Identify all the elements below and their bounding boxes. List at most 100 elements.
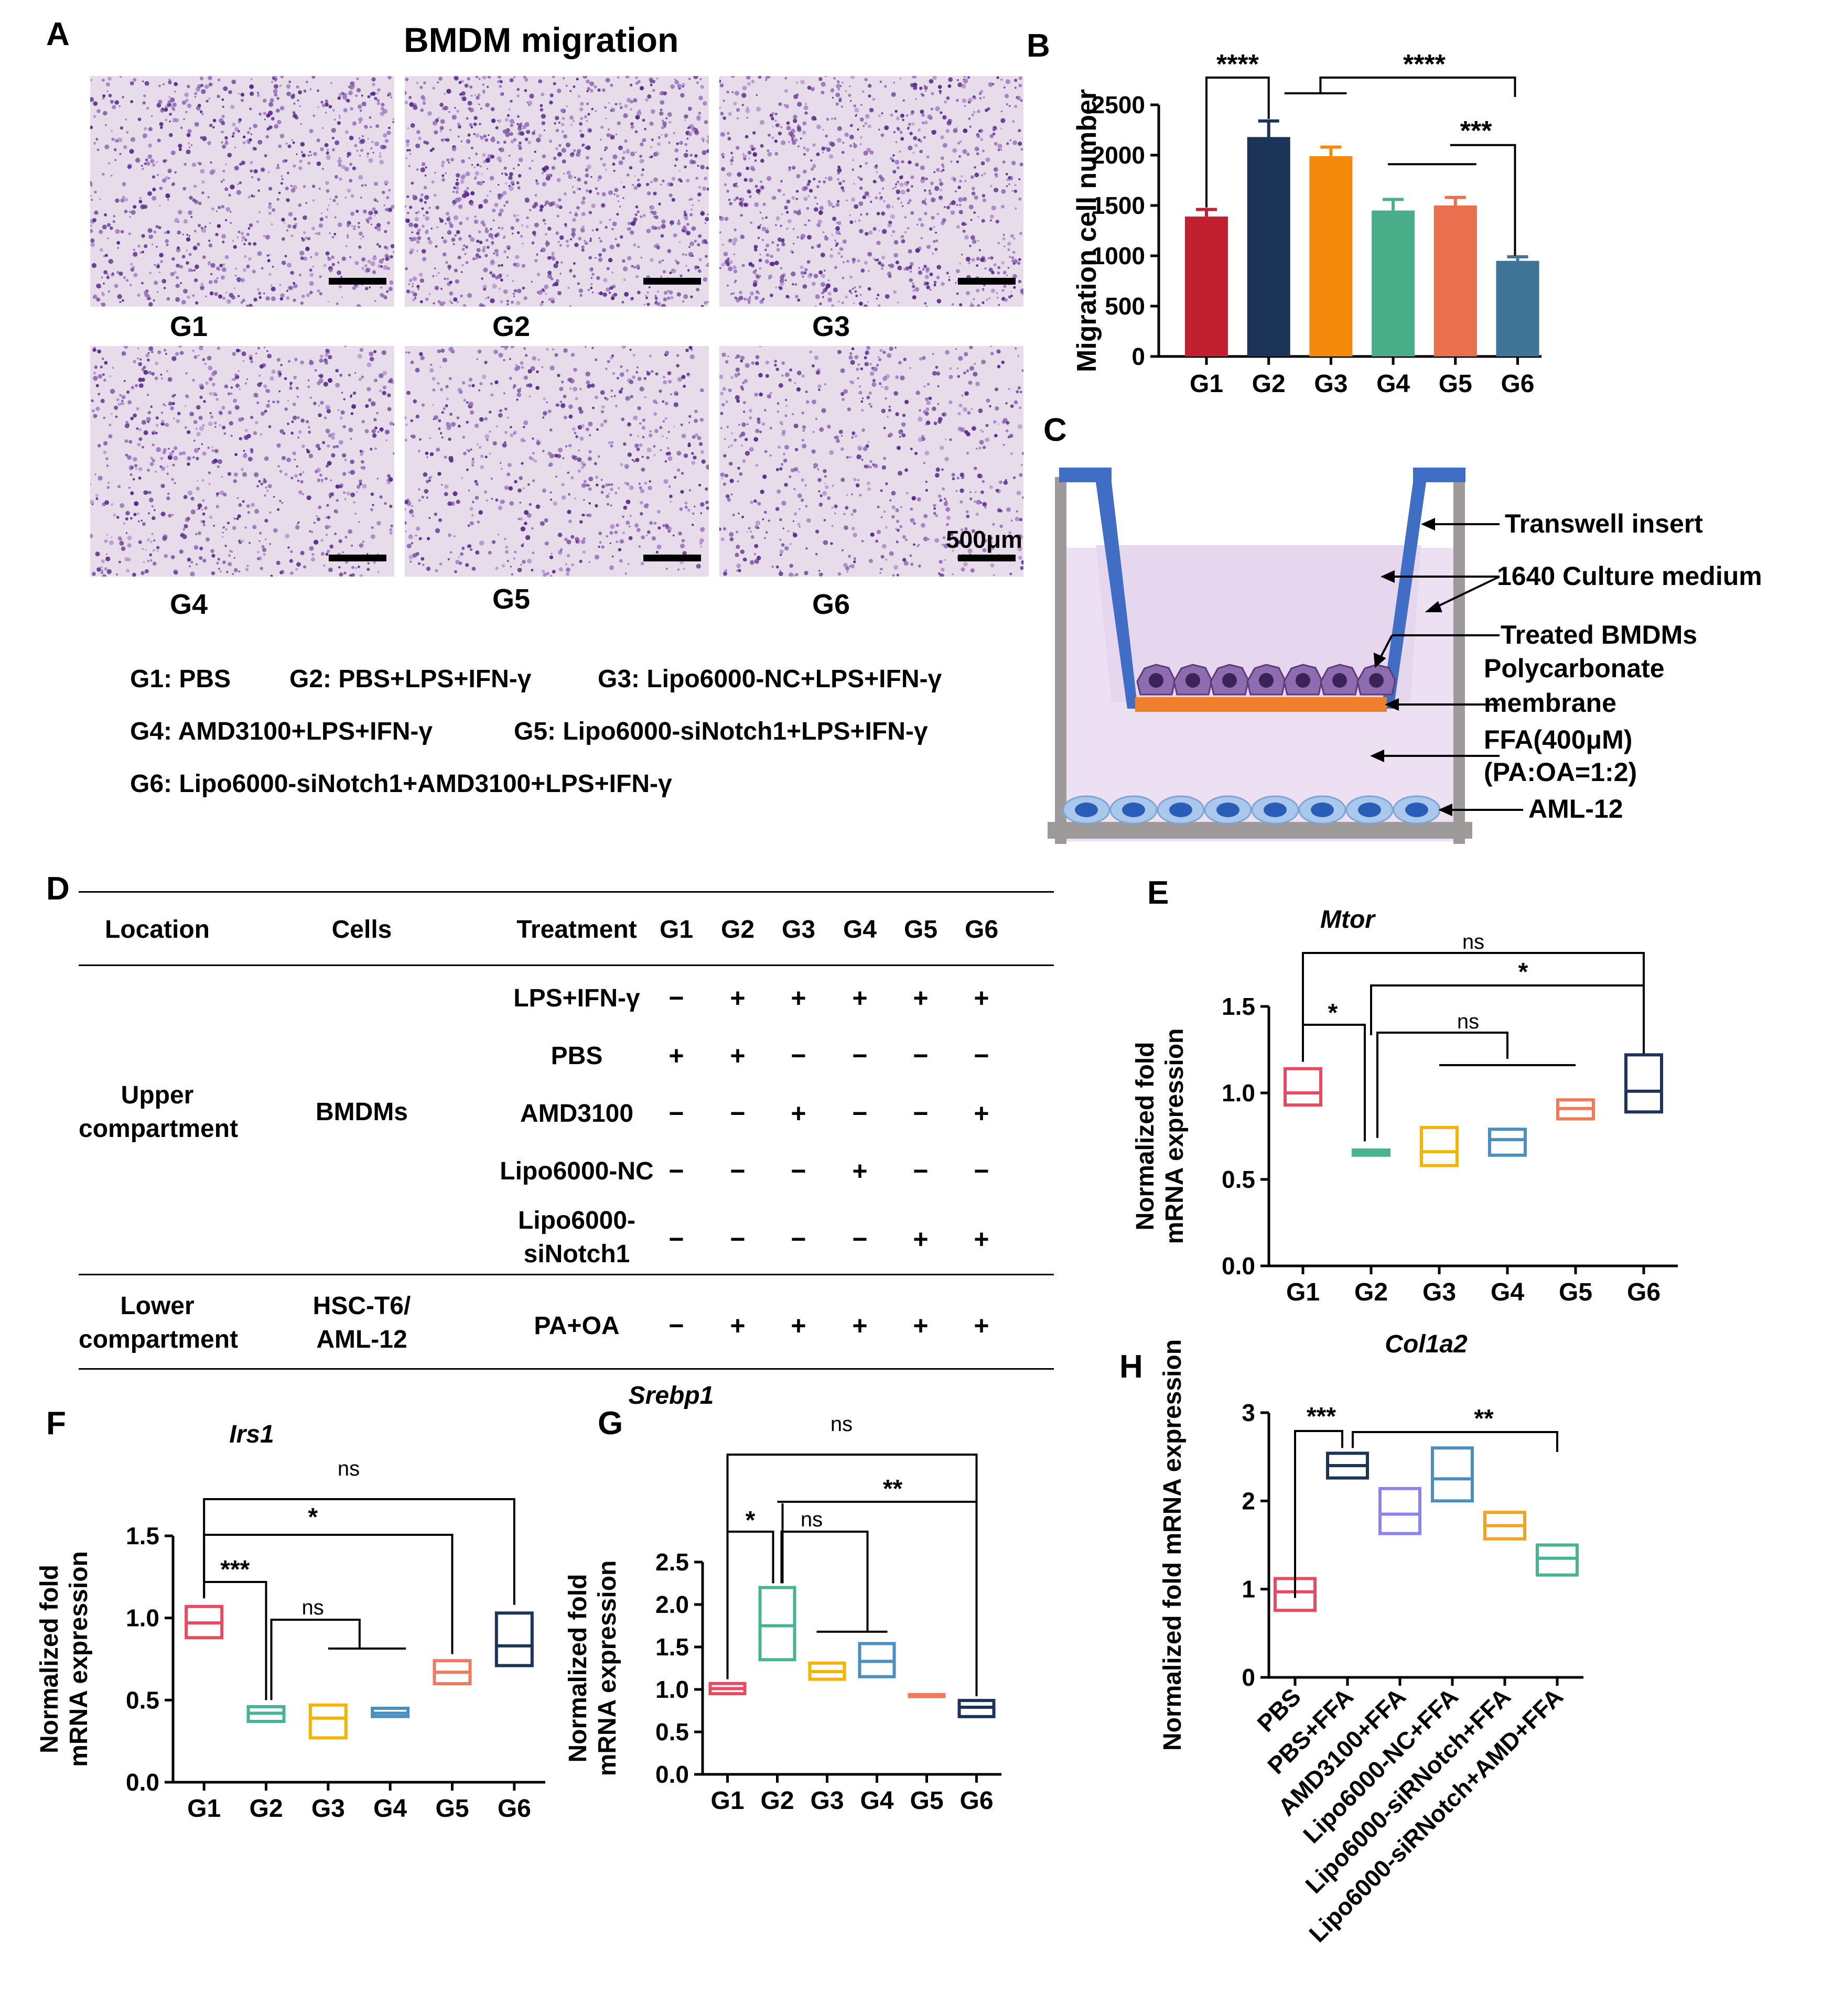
stained-cell bbox=[130, 284, 132, 286]
stained-cell bbox=[321, 479, 324, 481]
stained-cell bbox=[694, 409, 698, 413]
stained-cell bbox=[581, 513, 585, 517]
stained-cell bbox=[620, 365, 623, 368]
stained-cell bbox=[694, 419, 698, 423]
stained-cell bbox=[491, 497, 493, 500]
stained-cell bbox=[624, 139, 628, 143]
stained-cell bbox=[372, 270, 376, 274]
stained-cell bbox=[850, 513, 854, 516]
stained-cell bbox=[410, 123, 415, 128]
stained-cell bbox=[458, 125, 461, 129]
stained-cell bbox=[995, 175, 998, 178]
stained-cell bbox=[759, 254, 761, 256]
stained-cell bbox=[125, 118, 127, 121]
stained-cell bbox=[171, 356, 177, 361]
stained-cell bbox=[815, 294, 820, 299]
stained-cell bbox=[937, 419, 942, 424]
stained-cell bbox=[418, 273, 423, 277]
stained-cell bbox=[552, 284, 555, 287]
stained-cell bbox=[354, 261, 359, 265]
stained-cell bbox=[157, 550, 159, 552]
stained-cell bbox=[603, 419, 608, 424]
stained-cell bbox=[823, 180, 826, 183]
stained-cell bbox=[650, 84, 653, 86]
stained-cell bbox=[125, 532, 127, 534]
stained-cell bbox=[357, 354, 362, 359]
stained-cell bbox=[263, 235, 265, 237]
stained-cell bbox=[647, 530, 651, 534]
stained-cell bbox=[303, 565, 306, 569]
stained-cell bbox=[249, 223, 253, 227]
stained-cell bbox=[756, 501, 758, 504]
stained-cell bbox=[639, 443, 643, 447]
stained-cell bbox=[365, 218, 369, 222]
stained-cell bbox=[173, 456, 178, 461]
stained-cell bbox=[633, 415, 638, 420]
stained-cell bbox=[231, 295, 235, 300]
stained-cell bbox=[692, 512, 695, 515]
stained-cell bbox=[880, 263, 885, 267]
stained-cell bbox=[154, 264, 156, 266]
stained-cell bbox=[822, 491, 827, 496]
stained-cell bbox=[448, 437, 451, 441]
stained-cell bbox=[121, 351, 126, 356]
stained-cell bbox=[594, 85, 597, 89]
stained-cell bbox=[499, 288, 501, 290]
stained-cell bbox=[662, 121, 667, 126]
stained-cell bbox=[804, 224, 806, 226]
stained-cell bbox=[133, 273, 138, 277]
stained-cell bbox=[796, 125, 801, 130]
stained-cell bbox=[752, 131, 756, 135]
stained-cell bbox=[238, 231, 241, 233]
stained-cell bbox=[595, 358, 598, 361]
stained-cell bbox=[470, 126, 473, 128]
micrograph-g6: 500μm bbox=[719, 346, 1023, 577]
stained-cell bbox=[93, 372, 96, 374]
stained-cell bbox=[152, 516, 156, 521]
stained-cell bbox=[899, 78, 902, 80]
stained-cell bbox=[362, 540, 365, 543]
stained-cell bbox=[799, 209, 801, 211]
stained-cell bbox=[972, 426, 976, 431]
stained-cell bbox=[127, 535, 132, 540]
stained-cell bbox=[130, 517, 133, 519]
stained-cell bbox=[963, 128, 968, 133]
stained-cell bbox=[287, 144, 292, 148]
stained-cell bbox=[549, 575, 553, 577]
stained-cell bbox=[201, 113, 204, 115]
stained-cell bbox=[842, 142, 844, 144]
stained-cell bbox=[497, 534, 499, 536]
stained-cell bbox=[500, 264, 503, 267]
stained-cell bbox=[859, 165, 862, 168]
stained-cell bbox=[817, 219, 822, 224]
stained-cell bbox=[689, 154, 693, 157]
stained-cell bbox=[491, 118, 496, 123]
stained-cell bbox=[946, 523, 949, 526]
stained-cell bbox=[677, 84, 682, 89]
stained-cell bbox=[267, 259, 271, 263]
stained-cell bbox=[581, 212, 586, 216]
stained-cell bbox=[169, 452, 174, 457]
stained-cell bbox=[264, 409, 267, 413]
stained-cell bbox=[822, 231, 825, 233]
stained-cell bbox=[842, 549, 844, 551]
stained-cell bbox=[359, 155, 361, 157]
stained-cell bbox=[232, 526, 236, 530]
stained-cell bbox=[781, 140, 786, 145]
stained-cell bbox=[408, 534, 413, 539]
stained-cell bbox=[596, 428, 599, 431]
stained-cell bbox=[833, 117, 837, 120]
stained-cell bbox=[698, 258, 702, 262]
stained-cell bbox=[904, 399, 909, 404]
stained-cell bbox=[885, 558, 888, 561]
stained-cell bbox=[174, 82, 178, 86]
stained-cell bbox=[653, 445, 656, 448]
stained-cell bbox=[835, 226, 840, 231]
micrograph-texture bbox=[405, 76, 709, 307]
stained-cell bbox=[982, 548, 987, 552]
stained-cell bbox=[866, 212, 869, 216]
stained-cell bbox=[671, 224, 673, 226]
stained-cell bbox=[124, 210, 128, 213]
stained-cell bbox=[608, 258, 613, 263]
stained-cell bbox=[613, 170, 616, 172]
